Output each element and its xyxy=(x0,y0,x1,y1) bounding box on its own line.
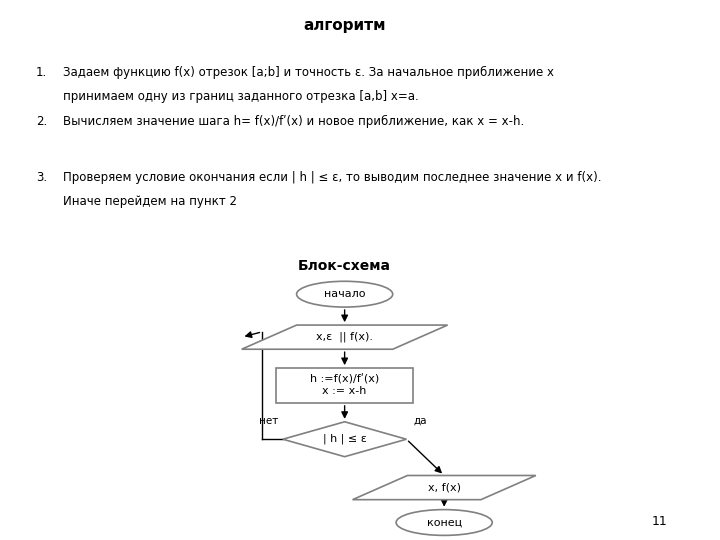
Text: Проверяем условие окончания если | h | ≤ ε, то выводим последнее значение x и f(: Проверяем условие окончания если | h | ≤… xyxy=(63,171,602,184)
Text: 1.: 1. xyxy=(36,66,47,79)
Text: | h | ≤ ε: | h | ≤ ε xyxy=(323,434,366,444)
Polygon shape xyxy=(283,422,406,457)
Text: Иначе перейдем на пункт 2: Иначе перейдем на пункт 2 xyxy=(63,195,237,208)
Text: конец: конец xyxy=(427,517,462,528)
Text: Задаем функцию f(x) отрезок [a;b] и точность ε. За начальное приближение x: Задаем функцию f(x) отрезок [a;b] и точн… xyxy=(63,66,554,79)
Polygon shape xyxy=(353,476,536,500)
Text: 11: 11 xyxy=(652,515,667,528)
Text: 3.: 3. xyxy=(36,171,47,184)
Text: x, f(x): x, f(x) xyxy=(428,483,461,492)
Ellipse shape xyxy=(396,510,492,535)
Ellipse shape xyxy=(297,281,392,307)
Text: да: да xyxy=(413,416,427,426)
Text: Вычисляем значение шага h= f(x)/fʹ(x) и новое приближение, как x = x-h.: Вычисляем значение шага h= f(x)/fʹ(x) и … xyxy=(63,114,524,128)
Polygon shape xyxy=(242,325,448,349)
Text: алгоритм: алгоритм xyxy=(303,17,386,32)
Text: 2.: 2. xyxy=(36,114,47,128)
FancyBboxPatch shape xyxy=(276,368,413,403)
Text: нет: нет xyxy=(259,416,279,426)
Text: x,ε  || f(x).: x,ε || f(x). xyxy=(316,332,373,342)
Text: Блок-схема: Блок-схема xyxy=(298,259,391,273)
Text: принимаем одну из границ заданного отрезка [a,b] x=a.: принимаем одну из границ заданного отрез… xyxy=(63,90,419,103)
Text: h :=f(x)/fʹ(x)
x := x-h: h :=f(x)/fʹ(x) x := x-h xyxy=(310,375,379,396)
Text: начало: начало xyxy=(324,289,365,299)
